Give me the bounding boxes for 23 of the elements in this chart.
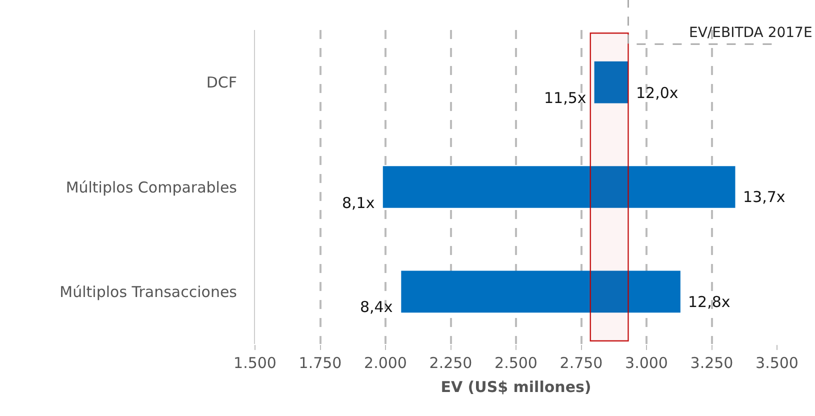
y-tick-label: Múltiplos Comparables (66, 178, 238, 196)
annotation: EV/EBITDA 2017E (689, 25, 812, 41)
bar (401, 270, 680, 313)
x-tick-label: 3.250 (690, 354, 734, 372)
x-tick-label: 1.500 (234, 354, 276, 372)
annotation: 11,5x (544, 89, 586, 107)
y-tick-label: DCF (206, 74, 237, 92)
annotation: 12,8x (688, 293, 730, 311)
x-tick-label: 3.500 (756, 354, 798, 372)
x-axis-title: EV (US$ millones) (440, 378, 592, 396)
annotation: 8,4x (360, 298, 393, 316)
annotation: 8,1x (342, 194, 375, 212)
x-tick-label: 2.500 (494, 354, 538, 372)
annotation: 13,7x (743, 188, 786, 206)
x-tick-label: 3.000 (625, 354, 668, 372)
x-tick-label: 2.750 (560, 354, 603, 372)
annotation: 12,0x (636, 84, 678, 102)
y-tick-label: Múltiplos Transacciones (60, 282, 238, 301)
x-tick-label: 2.250 (429, 354, 472, 372)
x-tick-label: 2.000 (364, 354, 407, 372)
bar (382, 166, 736, 208)
x-tick-label: 1.750 (298, 354, 342, 372)
bar (594, 61, 628, 104)
